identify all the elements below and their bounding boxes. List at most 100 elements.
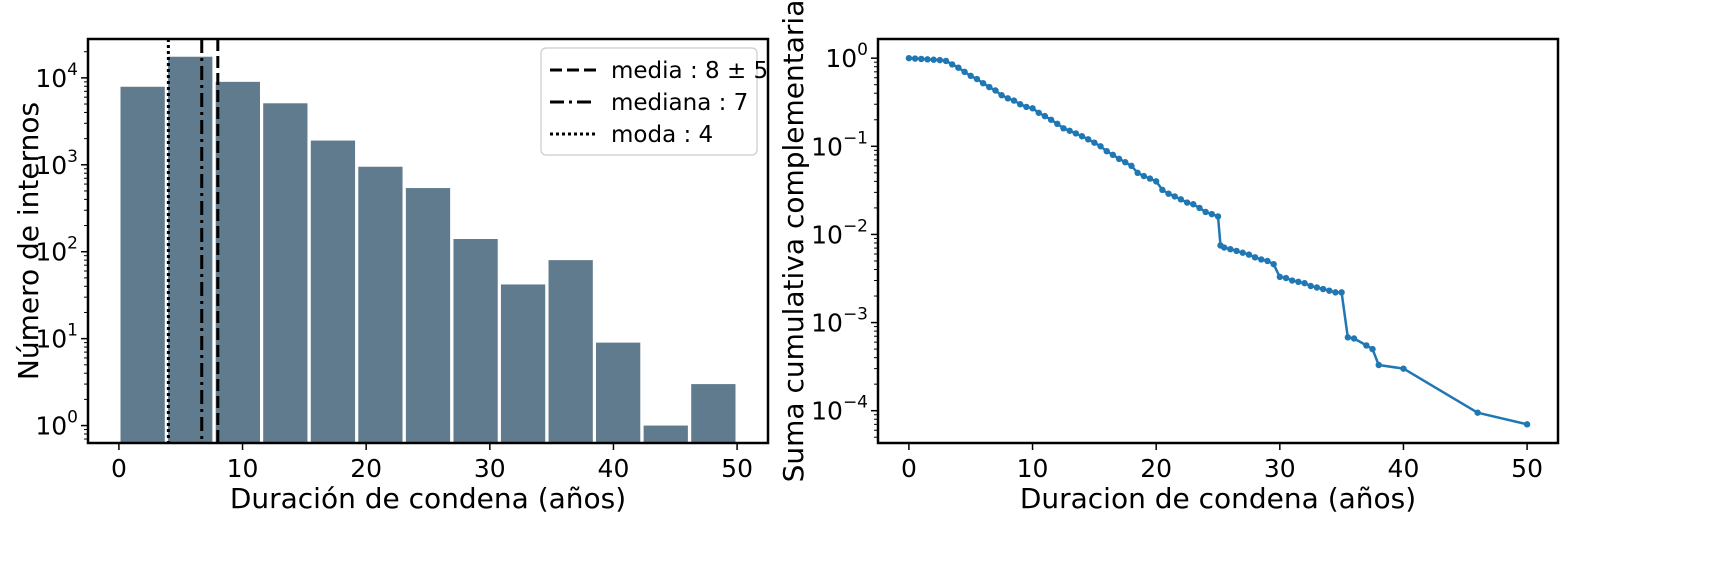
ccdf-point (1091, 139, 1098, 146)
ccdf-point (979, 79, 987, 87)
ccdf-point (1301, 279, 1308, 287)
x-tick-label: 50 (1511, 454, 1543, 483)
x-tick-label: 20 (1140, 454, 1172, 483)
ccdf-point (918, 55, 925, 63)
ccdf-point (1245, 251, 1253, 258)
ccdf-point (1041, 112, 1049, 120)
x-tick-label: 30 (1264, 454, 1296, 483)
ccdf-point (930, 56, 937, 63)
ccdf-point (911, 55, 919, 62)
ccdf-point (1326, 287, 1333, 294)
histogram-bar (643, 425, 688, 443)
ccdf-point (905, 54, 913, 62)
ccdf-point (1190, 201, 1197, 208)
y-tick-base: 10 (811, 309, 843, 338)
ccdf-point (1159, 186, 1166, 194)
ccdf-point (1010, 97, 1018, 104)
ccdf-point (1146, 175, 1154, 182)
histogram-bar (453, 239, 498, 443)
ccdf-point (1474, 409, 1481, 416)
ccdf-point (1004, 95, 1012, 102)
y-tick-label: 100 (35, 408, 78, 441)
ccdf-point (1097, 143, 1104, 150)
y-tick-exponent: 3 (67, 147, 78, 167)
ccdf-point (1214, 213, 1222, 220)
ccdf-point (967, 72, 974, 80)
ccdf-point (1122, 159, 1129, 166)
x-tick-label: 10 (227, 454, 259, 483)
y-tick-exponent: 1 (67, 321, 78, 341)
ccdf-point (1140, 172, 1148, 180)
ccdf-point (1375, 361, 1382, 369)
histogram-bar (405, 188, 451, 443)
ccdf-line (908, 56, 1528, 426)
x-tick-label: 30 (474, 454, 506, 483)
ccdf-point (992, 87, 999, 94)
histogram-bar (215, 81, 260, 443)
histogram-bar (691, 384, 736, 443)
ccdf-point (1171, 193, 1178, 200)
legend-label: mediana : 7 (611, 90, 748, 116)
y-tick-base: 10 (811, 132, 843, 161)
ccdf-point (1239, 249, 1246, 256)
ccdf-point (1319, 285, 1327, 293)
ccdf-point (973, 75, 981, 83)
legend-box (540, 47, 758, 156)
y-tick-exponent: 4 (67, 60, 78, 80)
ccdf-point (1134, 169, 1141, 177)
y-tick-exponent: −3 (843, 305, 868, 325)
histogram-bar (168, 56, 213, 444)
y-tick-base: 10 (35, 325, 67, 354)
ccdf-point (1258, 256, 1265, 263)
ccdf-point (1035, 109, 1042, 116)
ccdf-point (1177, 196, 1185, 203)
histogram-bar (120, 86, 165, 444)
ccdf-point (1264, 257, 1271, 265)
y-tick-label: 102 (35, 234, 78, 267)
ccdf-point (1208, 210, 1216, 218)
ccdf-point (924, 56, 931, 63)
ccdf-point (948, 61, 956, 68)
legend: media : 8 ± 5 mediana : 7 moda : 4 (540, 47, 768, 156)
ccdf-point (1363, 342, 1370, 349)
ccdf-point (1276, 273, 1284, 281)
ccdf-point (1202, 208, 1209, 216)
ccdf-point (1270, 260, 1277, 268)
ccdf-point (1047, 116, 1055, 123)
ccdf-point (1084, 136, 1092, 143)
x-axis-label: Duración de condena (años) (230, 482, 626, 515)
ccdf-point (936, 56, 944, 64)
y-tick-base: 10 (35, 412, 67, 441)
y-tick-exponent: −4 (843, 393, 868, 413)
histogram-bar (548, 260, 593, 443)
y-tick-label: 10−2 (811, 216, 868, 249)
ccdf-point (1307, 282, 1314, 290)
ccdf-point (1233, 247, 1240, 255)
ccdf-point (1060, 125, 1067, 132)
ccdf-point (1029, 105, 1036, 112)
y-tick-exponent: −2 (843, 216, 868, 236)
ccdf-point (955, 64, 962, 71)
x-tick-label: 0 (111, 454, 127, 483)
ccdf-point (1165, 190, 1172, 197)
ccdf-point (1295, 278, 1302, 286)
x-tick-label: 20 (350, 454, 382, 483)
y-tick-base: 10 (35, 151, 67, 180)
x-tick-label: 10 (1017, 454, 1049, 483)
y-tick-label: 10−4 (811, 393, 868, 426)
y-tick-label: 101 (35, 321, 78, 354)
ccdf-point (1523, 421, 1531, 428)
plot-frame (876, 37, 1560, 445)
y-tick-label: 10−3 (811, 305, 868, 338)
histogram-bar (500, 284, 546, 443)
y-tick-label: 103 (35, 147, 78, 180)
y-tick-label: 104 (35, 60, 78, 93)
ccdf-point (1183, 199, 1191, 206)
y-tick-label: 10−1 (811, 128, 868, 161)
ccdf-point (1128, 162, 1135, 170)
y-axis-label: Número de internos (12, 102, 45, 380)
y-tick-base: 10 (811, 220, 843, 249)
histogram-bar (596, 342, 641, 443)
